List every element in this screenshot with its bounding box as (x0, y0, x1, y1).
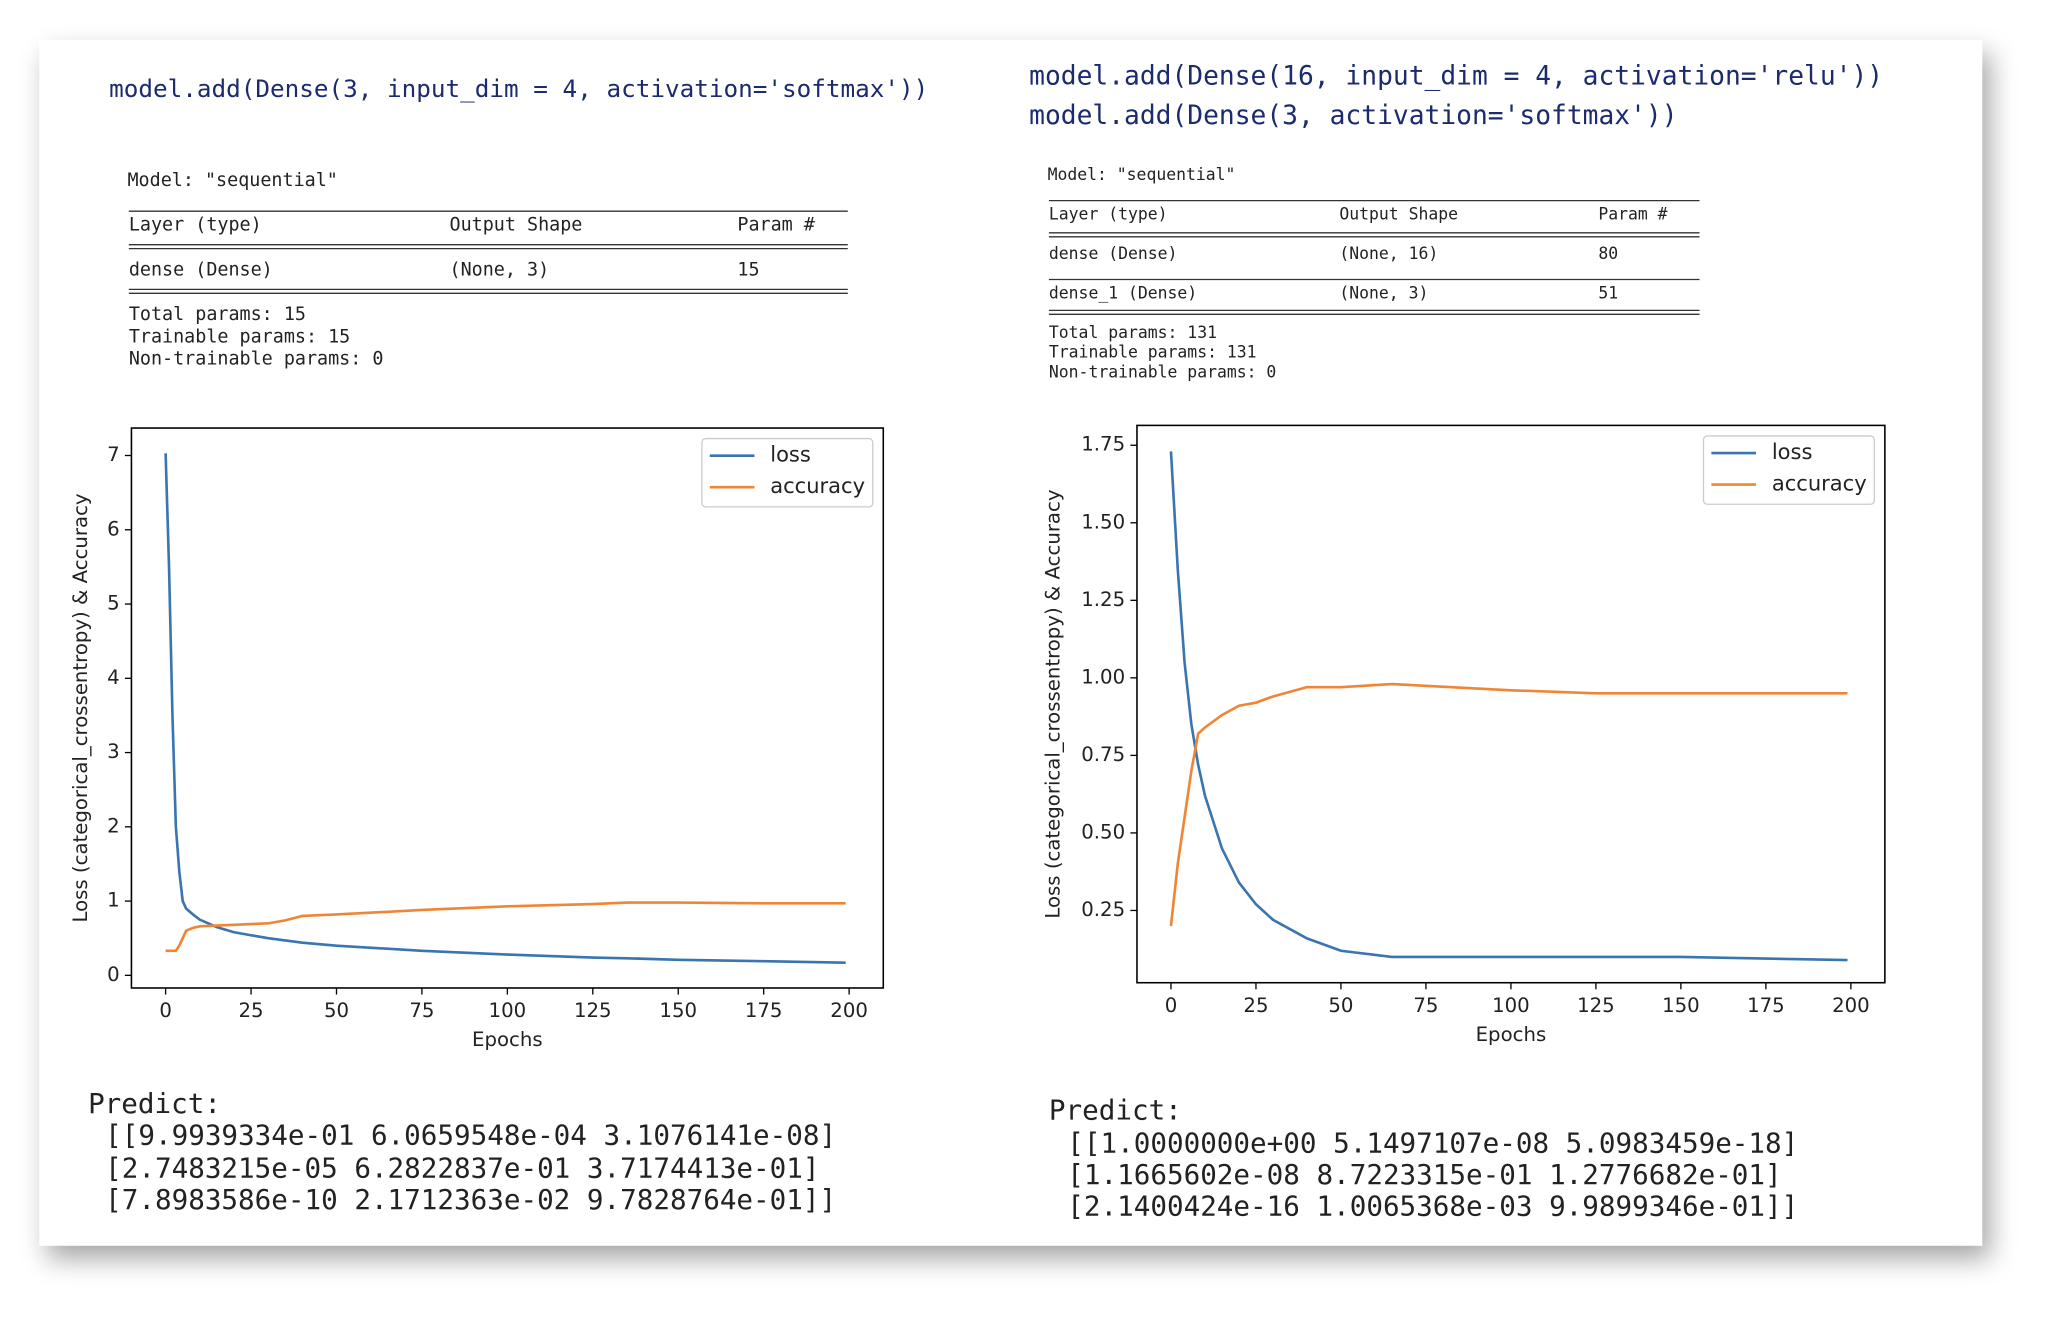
x-tick-label: 25 (239, 999, 264, 1022)
y-tick-label: 1.75 (1081, 433, 1125, 456)
predict-row: [[1.0000000e+00 5.1497107e-08 5.0983459e… (1067, 1126, 1798, 1159)
y-tick-label: 4 (107, 666, 120, 689)
predict-row: [[9.9939334e-01 6.0659548e-04 3.1076141e… (105, 1119, 836, 1152)
series-line (164, 453, 846, 965)
param-total: Trainable params: 15 (129, 326, 350, 347)
x-tick-label: 50 (1328, 994, 1353, 1017)
legend-label: accuracy (1772, 471, 1867, 496)
x-tick-label: 175 (745, 999, 783, 1022)
x-tick-label: 25 (1243, 994, 1268, 1017)
legend-label: loss (770, 442, 811, 467)
x-tick-label: 200 (830, 999, 868, 1022)
y-tick-label: 0.50 (1081, 820, 1125, 843)
x-tick-label: 100 (489, 999, 527, 1022)
y-axis-label: Loss (categorical_crossentropy) & Accura… (1042, 489, 1065, 918)
x-tick-label: 200 (1832, 994, 1870, 1017)
x-tick-label: 50 (324, 999, 349, 1022)
x-tick-label: 75 (1413, 994, 1438, 1017)
column-header: Layer (type) (1049, 205, 1168, 224)
y-tick-label: 7 (107, 443, 120, 466)
y-tick-label: 6 (107, 517, 120, 540)
param-total: Trainable params: 131 (1049, 343, 1257, 362)
y-tick-label: 5 (107, 592, 120, 615)
table-cell: dense (Dense) (129, 259, 273, 280)
predict-row: [2.1400424e-16 1.0065368e-03 9.9899346e-… (1067, 1189, 1798, 1222)
x-tick-label: 75 (409, 999, 434, 1022)
y-tick-label: 0.25 (1081, 898, 1125, 921)
x-axis-label: Epochs (472, 1028, 543, 1051)
legend-label: loss (1772, 439, 1813, 464)
y-tick-label: 1 (107, 889, 120, 912)
table-cell: (None, 3) (450, 259, 550, 280)
y-tick-label: 0 (107, 963, 120, 986)
code-line: model.add(Dense(16, input_dim = 4, activ… (1029, 62, 1883, 92)
y-tick-label: 3 (107, 740, 120, 763)
y-tick-label: 2 (107, 814, 120, 837)
column-header: Output Shape (450, 215, 583, 236)
column-header: Output Shape (1339, 205, 1458, 224)
predict-row: [1.1665602e-08 8.7223315e-01 1.2776682e-… (1067, 1158, 1781, 1191)
table-cell: dense_1 (Dense) (1049, 283, 1197, 302)
table-cell: 15 (737, 259, 759, 280)
x-tick-label: 150 (1662, 994, 1700, 1017)
table-cell: (None, 3) (1339, 283, 1428, 302)
x-tick-label: 125 (574, 999, 612, 1022)
table-cell: dense (Dense) (1049, 244, 1178, 263)
x-tick-label: 125 (1577, 994, 1615, 1017)
param-total: Total params: 15 (129, 304, 306, 325)
param-total: Non-trainable params: 0 (129, 349, 384, 370)
column-header: Layer (type) (129, 215, 262, 236)
series-line (165, 901, 846, 953)
x-tick-label: 175 (1747, 994, 1785, 1017)
series-line (1169, 682, 1848, 927)
x-tick-label: 0 (159, 999, 172, 1022)
predict-row: [2.7483215e-05 6.2822837e-01 3.7174413e-… (105, 1151, 819, 1184)
legend-label: accuracy (770, 473, 865, 498)
y-tick-label: 1.00 (1081, 665, 1125, 688)
series-line (1169, 451, 1848, 962)
x-axis-label: Epochs (1476, 1023, 1547, 1046)
param-total: Non-trainable params: 0 (1049, 362, 1276, 381)
table-cell: 80 (1598, 244, 1618, 263)
x-tick-label: 0 (1165, 994, 1178, 1017)
y-tick-label: 1.25 (1081, 588, 1125, 611)
predict-row: [7.8983586e-10 2.1712363e-02 9.7828764e-… (105, 1183, 836, 1216)
table-cell: 51 (1598, 283, 1618, 302)
y-axis-label: Loss (categorical_crossentropy) & Accura… (69, 493, 92, 922)
predict-label: Predict: (88, 1087, 221, 1120)
column-header: Param # (1598, 205, 1667, 224)
table-cell: (None, 16) (1339, 244, 1438, 263)
summary-title: Model: "sequential" (1048, 165, 1236, 184)
param-total: Total params: 131 (1049, 323, 1217, 342)
y-tick-label: 1.50 (1081, 510, 1125, 533)
x-tick-label: 150 (659, 999, 697, 1022)
y-tick-label: 0.75 (1081, 743, 1125, 766)
summary-title: Model: "sequential" (127, 170, 337, 191)
x-tick-label: 100 (1492, 994, 1530, 1017)
predict-label: Predict: (1049, 1094, 1182, 1127)
column-header: Param # (737, 215, 815, 236)
card (39, 40, 1983, 1246)
code-line: model.add(Dense(3, activation='softmax')… (1029, 101, 1677, 131)
code-line: model.add(Dense(3, input_dim = 4, activa… (109, 74, 928, 103)
